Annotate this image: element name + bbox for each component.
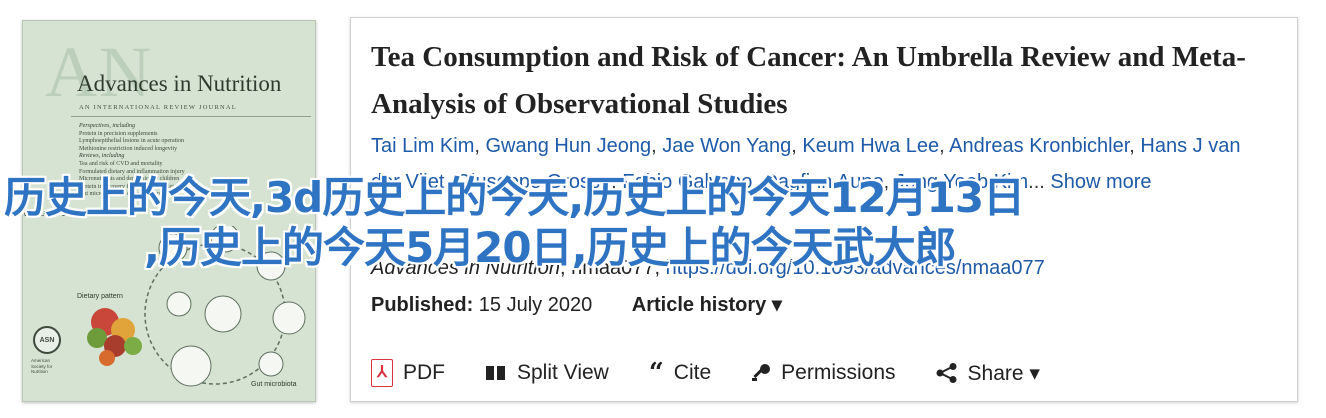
- author-separator: ,: [611, 171, 623, 193]
- key-icon: [751, 363, 771, 383]
- share-label: Share ▾: [967, 361, 1040, 385]
- author-separator: ,: [1129, 135, 1141, 157]
- author-link[interactable]: Tai Lim Kim: [371, 135, 475, 157]
- toc-line: Gut microbiota and disease progression: [79, 191, 174, 198]
- author-separator: ,: [883, 171, 895, 193]
- article-card: Tea Consumption and Risk of Cancer: An U…: [350, 17, 1298, 402]
- diagram-label-dietary: Dietary pattern: [77, 293, 123, 300]
- author-link[interactable]: Giuseppe Grosso: [455, 171, 612, 193]
- toc-line: Lymphoepithelial lesions in acute operat…: [79, 138, 184, 145]
- cover-title: Advances in Nutrition: [77, 71, 282, 96]
- cite-button[interactable]: “ Cite: [649, 358, 711, 388]
- article-title: Tea Consumption and Risk of Cancer: An U…: [371, 41, 1246, 120]
- cover-monogram: AN: [45, 32, 153, 112]
- diagram-label-gut: Gut microbiota: [251, 381, 297, 388]
- author-separator: ,: [752, 171, 764, 193]
- doi-link[interactable]: https://doi.org/10.1093/advances/nmaa077: [665, 257, 1045, 279]
- pdf-icon: ⅄: [371, 359, 393, 387]
- toc-line: Formulated dietary and inflammation inju…: [79, 168, 185, 175]
- citation-line: Advances in Nutrition, nmaa077, https://…: [371, 257, 1045, 280]
- author-link[interactable]: Gwang Hun Jeong: [485, 135, 652, 157]
- toc-line: Micronutrients and depression in childre…: [79, 176, 180, 183]
- share-icon: [936, 363, 958, 383]
- article-id: , nmaa077,: [559, 257, 666, 279]
- split-view-button[interactable]: Split View: [485, 361, 609, 385]
- toc-line: Reviews, including: [79, 153, 125, 160]
- author-separator: ,: [651, 135, 663, 157]
- diagram-node: [210, 226, 240, 253]
- toc-line: Tea and risk of CVD and mortality: [79, 160, 163, 167]
- author-separator: ,: [444, 171, 456, 193]
- article-toolbar: ⅄ PDF Split View “ Cite Permissions Shar…: [371, 358, 1080, 388]
- author-link[interactable]: Andreas Kronbichler: [949, 135, 1130, 157]
- cover-society: ASN American Society for Nutrition: [31, 326, 65, 375]
- author-separator: ...: [1028, 171, 1051, 193]
- toc-line: Protein in recovery from musculoskeletal…: [79, 183, 195, 190]
- split-view-label: Split View: [517, 361, 609, 384]
- toc-line: Perspectives, including: [79, 123, 135, 129]
- author-link[interactable]: Dagfinn Aune: [763, 171, 884, 193]
- diagram-node: [258, 351, 284, 377]
- author-separator: ,: [474, 135, 486, 157]
- diagram-node: [166, 291, 192, 317]
- author-separator: ,: [791, 135, 803, 157]
- diagram-node: [272, 301, 306, 335]
- cover-diagram: Dietary pattern Gut microbiota: [77, 226, 306, 388]
- diagram-node: [204, 295, 242, 333]
- share-button[interactable]: Share ▾: [936, 361, 1040, 386]
- pdf-label: PDF: [403, 361, 445, 384]
- author-link[interactable]: Jae Won Yang: [662, 135, 792, 157]
- cover-contents: Perspectives, including Protein in preci…: [79, 123, 289, 199]
- show-more-link[interactable]: Show more: [1050, 171, 1152, 193]
- author-link[interactable]: Jong Yeob Kim: [894, 171, 1029, 193]
- toc-line: Protein in precision supplements: [79, 130, 158, 137]
- author-link[interactable]: Fabio Galvano: [622, 171, 753, 193]
- author-link[interactable]: Keum Hwa Lee: [802, 135, 940, 157]
- diagram-node: [170, 345, 212, 387]
- split-view-icon: [485, 364, 507, 382]
- publication-info: Published: 15 July 2020 Article history …: [371, 292, 782, 317]
- published-label: Published:: [371, 294, 474, 316]
- vegetable-illustration: [87, 308, 142, 366]
- pdf-button[interactable]: ⅄ PDF: [371, 359, 445, 387]
- permissions-label: Permissions: [781, 361, 896, 384]
- cover-subtitle: AN INTERNATIONAL REVIEW JOURNAL: [79, 104, 237, 111]
- journal-cover[interactable]: AN Advances in Nutrition AN INTERNATIONA…: [22, 20, 316, 402]
- author-list: Tai Lim Kim, Gwang Hun Jeong, Jae Won Ya…: [371, 128, 1241, 200]
- cover-divider: [71, 116, 311, 117]
- journal-name: Advances in Nutrition: [371, 257, 560, 279]
- quote-icon: “: [648, 358, 664, 388]
- published-date: 15 July 2020: [478, 294, 593, 316]
- author-link[interactable]: Hans J van der Vliet: [371, 135, 1241, 193]
- diagram-node: [158, 233, 188, 263]
- society-name: American Society for Nutrition: [31, 358, 53, 374]
- diagram-node: [256, 251, 286, 281]
- society-logo: ASN: [33, 326, 61, 354]
- permissions-button[interactable]: Permissions: [751, 361, 896, 385]
- cite-label: Cite: [673, 361, 712, 384]
- author-separator: ,: [939, 135, 950, 157]
- toc-line: Methionine restriction induced longevity: [79, 145, 178, 152]
- cover-volume: VOLUME 11 NUMBER 4: [23, 211, 118, 218]
- article-history-dropdown[interactable]: Article history ▾: [631, 294, 782, 316]
